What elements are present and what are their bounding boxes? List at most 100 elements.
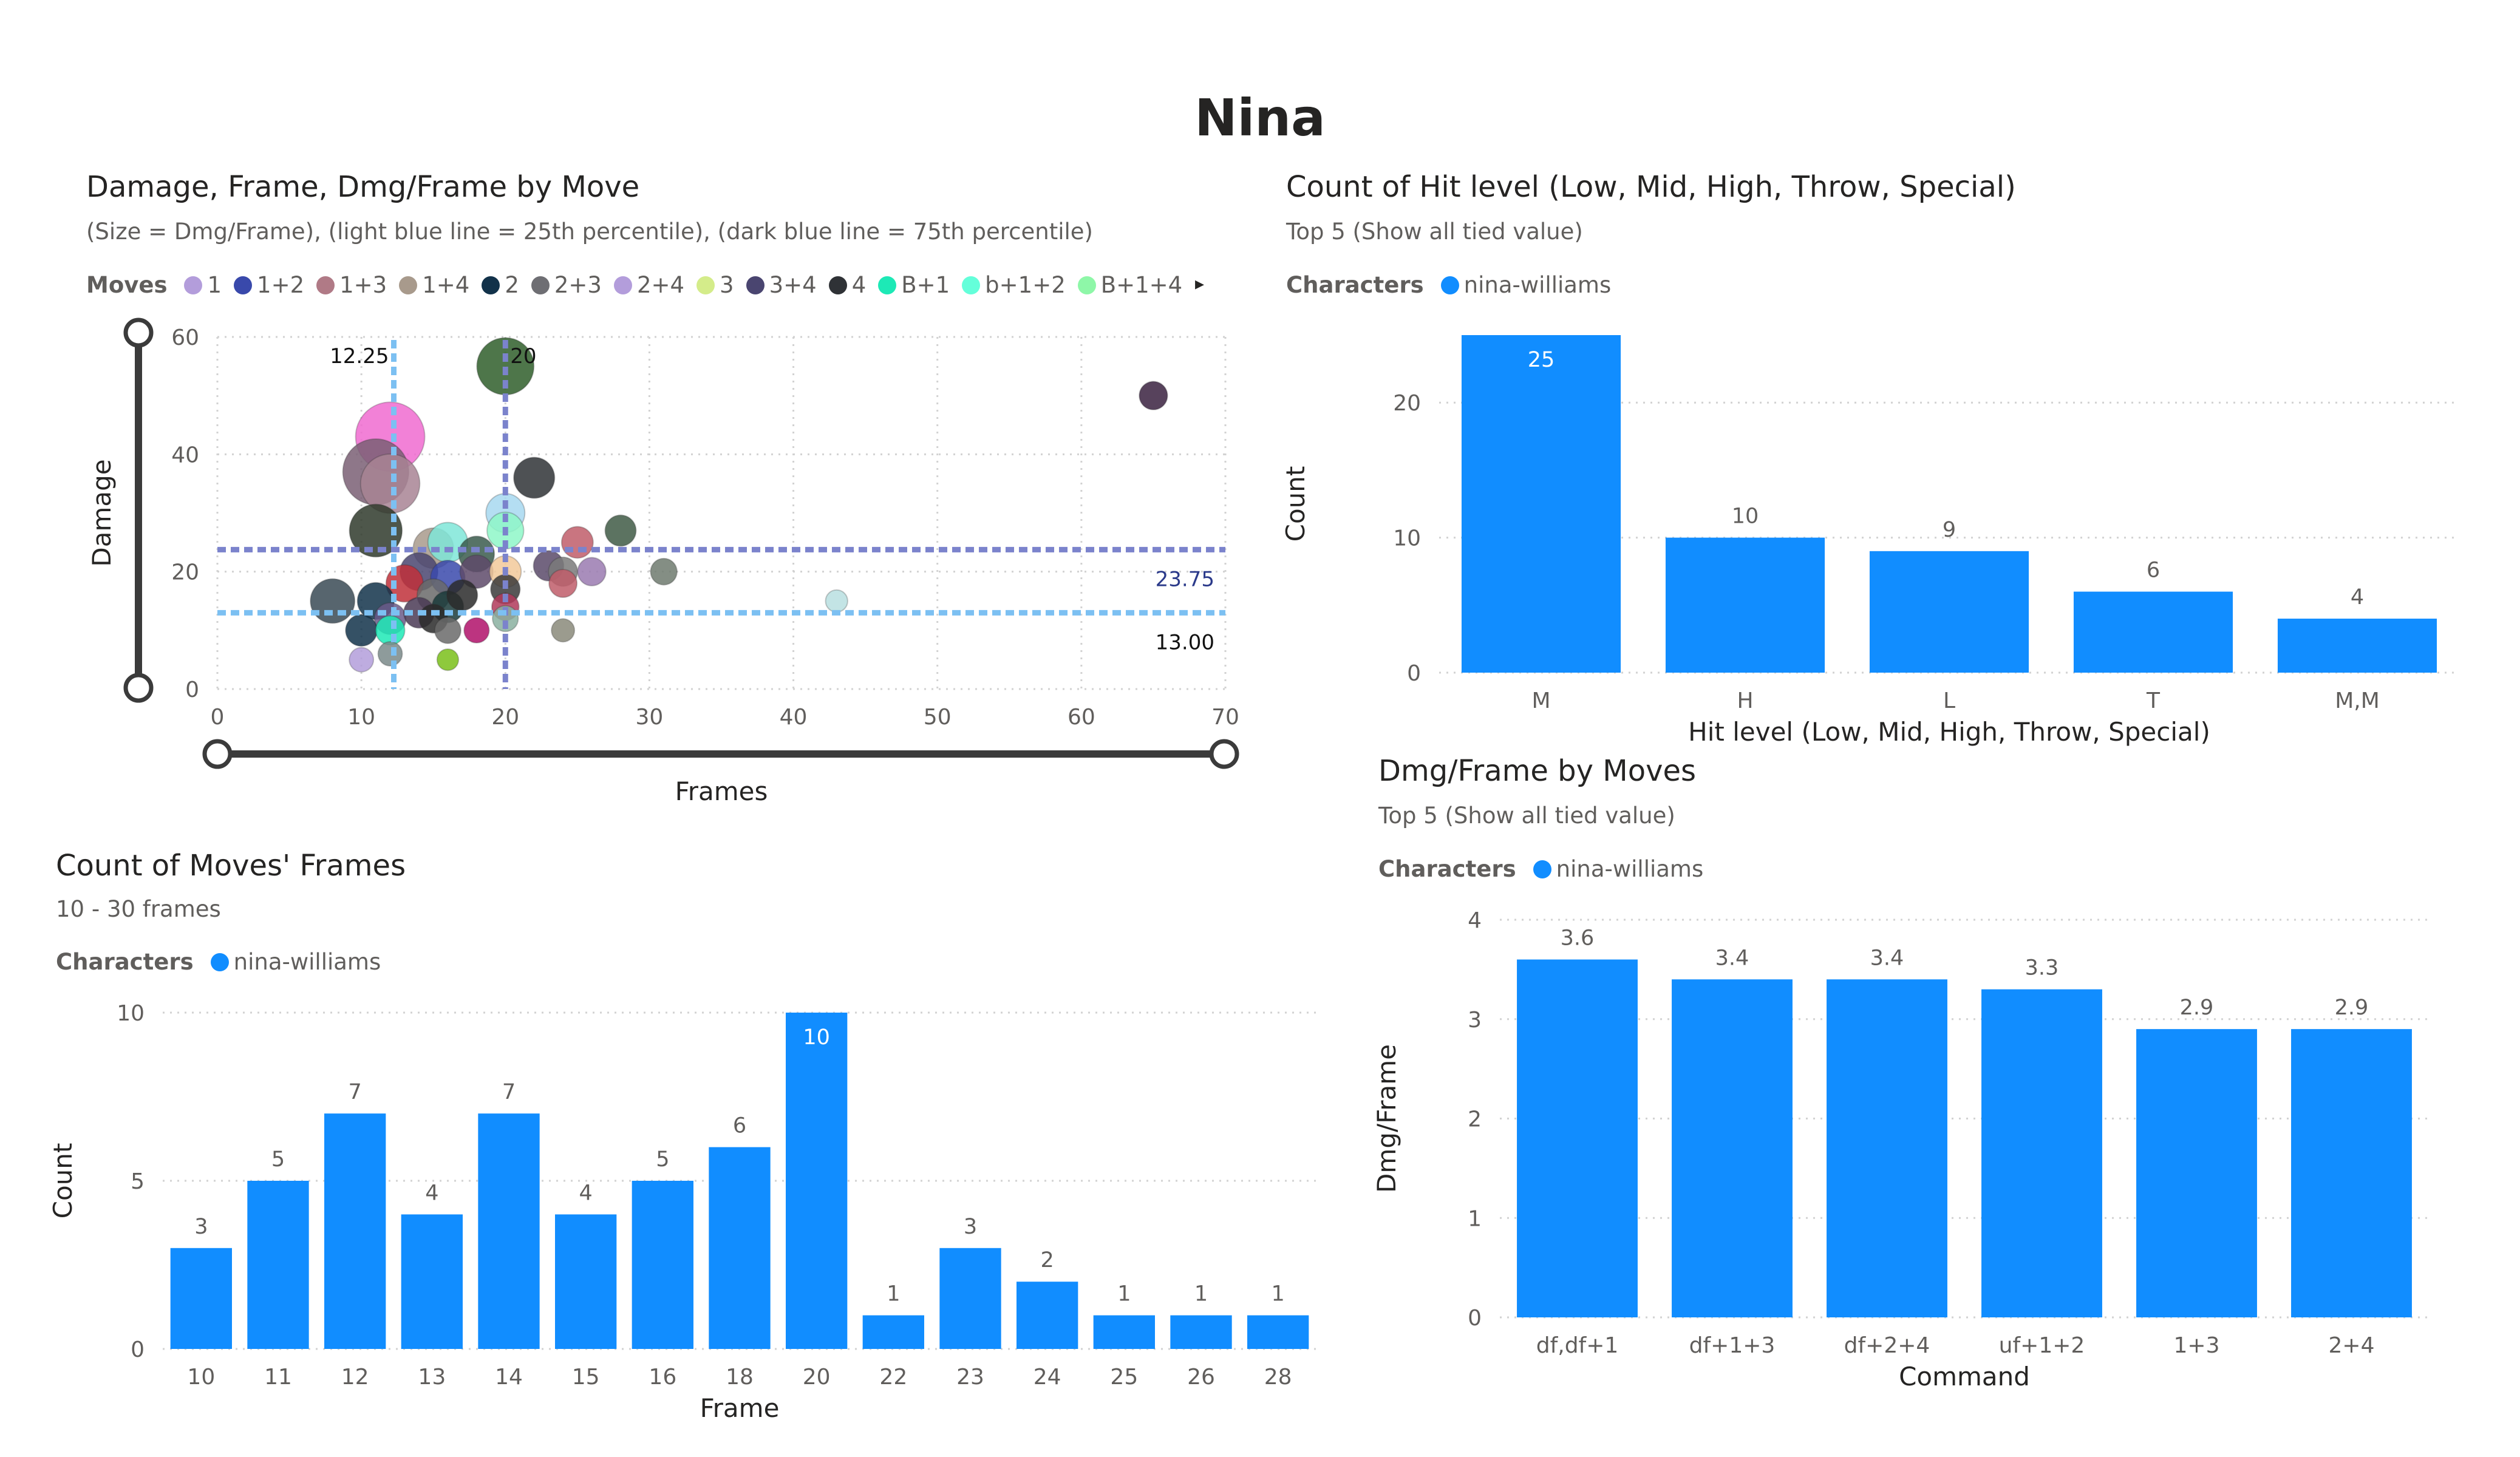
x-tick-label: 10	[347, 705, 375, 730]
scatter-legend-label: B+1	[901, 272, 950, 298]
x-tick-label: 1+3	[2174, 1333, 2220, 1358]
bar-data-label: 5	[656, 1147, 669, 1172]
bar	[401, 1214, 463, 1349]
scatter-legend-item[interactable]: 3+4	[746, 272, 817, 298]
x-tick-label: 13	[418, 1365, 446, 1390]
x-tick-label: 16	[649, 1365, 676, 1390]
bar-data-label: 6	[733, 1114, 746, 1138]
scatter-legend-label: 4	[851, 272, 867, 298]
bar	[2136, 1029, 2257, 1317]
y-tick-label: 0	[1407, 661, 1421, 686]
legend-dot-icon	[316, 276, 335, 294]
y-tick-label: 20	[1393, 391, 1421, 416]
scatter-legend-label: 3	[720, 272, 734, 298]
y-axis-title: Dmg/Frame	[1372, 1044, 1401, 1193]
bar-data-label: 1	[1272, 1282, 1285, 1306]
bar	[1827, 979, 1947, 1317]
x-tick-label: 60	[1068, 705, 1095, 730]
moves-frames-legend-label: nina-williams	[233, 949, 381, 975]
dmg-frame-legend-label: nina-williams	[1556, 856, 1704, 882]
x-tick-label: df,df+1	[1536, 1333, 1619, 1358]
x-tick-label: 23	[956, 1365, 984, 1390]
y-reference-label: 13.00	[1156, 630, 1214, 654]
x-tick-label: L	[1943, 688, 1955, 713]
bar-data-label: 25	[1528, 348, 1555, 372]
y-tick-label: 60	[171, 325, 199, 350]
x-tick-label: 12	[341, 1365, 369, 1390]
x-tick-label: 14	[495, 1365, 523, 1390]
scatter-point	[436, 648, 460, 671]
y-zoom-slider-handle-top	[123, 318, 154, 348]
x-tick-label: 15	[572, 1365, 600, 1390]
bar	[170, 1248, 232, 1349]
x-axis-title: Hit level (Low, Mid, High, Throw, Specia…	[1688, 717, 2210, 747]
x-tick-label: 18	[726, 1365, 754, 1390]
scatter-point	[434, 616, 461, 644]
moves-frames-legend: Characters nina-williams	[56, 949, 393, 975]
legend-next-arrow-icon[interactable]: ▸	[1195, 273, 1205, 294]
scatter-point	[604, 514, 637, 547]
y-tick-label: 40	[171, 443, 199, 467]
scatter-legend-item[interactable]: B+1	[878, 272, 950, 298]
bar	[709, 1147, 771, 1349]
scatter-legend-item[interactable]: 1+3	[316, 272, 387, 298]
x-tick-label: M,M	[2335, 688, 2380, 713]
scatter-legend-item[interactable]: 1+4	[399, 272, 469, 298]
y-tick-label: 20	[171, 560, 199, 585]
x-tick-label: 50	[924, 705, 952, 730]
legend-dot-icon	[482, 276, 500, 294]
legend-dot-icon	[399, 276, 418, 294]
scatter-legend-title: Moves	[86, 272, 168, 298]
bar	[1981, 989, 2102, 1317]
x-tick-label: 25	[1110, 1365, 1138, 1390]
legend-dot-icon	[531, 276, 550, 294]
y-reference-label: 23.75	[1156, 567, 1214, 591]
bar-data-label: 4	[2351, 585, 2364, 610]
scatter-legend-item[interactable]: 1	[184, 272, 222, 298]
hit-level-subtitle: Top 5 (Show all tied value)	[1286, 219, 1583, 245]
scatter-legend-label: 1	[207, 272, 222, 298]
y-tick-label: 3	[1468, 1008, 1482, 1033]
dmg-frame-legend: Characters nina-williams	[1378, 856, 1715, 882]
x-tick-label: 28	[1264, 1365, 1292, 1390]
legend-dot-icon	[696, 276, 715, 294]
bar	[1017, 1282, 1078, 1349]
y-axis-title: Count	[48, 1143, 78, 1219]
scatter-legend-item[interactable]: 2+3	[531, 272, 602, 298]
scatter-legend-item[interactable]: 2+4	[613, 272, 685, 298]
dmg-frame-title: Dmg/Frame by Moves	[1378, 754, 1697, 788]
scatter-title: Damage, Frame, Dmg/Frame by Move	[86, 170, 640, 204]
scatter-legend-item[interactable]: 1+2	[234, 272, 304, 298]
x-tick-label: T	[2146, 688, 2161, 713]
x-zoom-slider-handle-left	[202, 739, 233, 769]
x-tick-label: 24	[1034, 1365, 1061, 1390]
scatter-subtitle: (Size = Dmg/Frame), (light blue line = 2…	[86, 219, 1093, 245]
scatter-legend-label: B+1+4	[1100, 272, 1183, 298]
x-tick-label: M	[1531, 688, 1550, 713]
bar	[1247, 1315, 1309, 1349]
legend-dot-icon	[878, 276, 897, 294]
bar-data-label: 3	[194, 1215, 208, 1239]
x-tick-label: 30	[636, 705, 664, 730]
moves-frames-legend-title: Characters	[56, 949, 194, 975]
hit-level-legend: Characters nina-williams	[1286, 272, 1623, 298]
bar-data-label: 4	[425, 1181, 438, 1205]
scatter-legend-item[interactable]: 4	[828, 272, 867, 298]
scatter-point	[349, 503, 403, 558]
scatter-point	[463, 617, 490, 644]
x-tick-label: 26	[1187, 1365, 1215, 1390]
bar	[2073, 591, 2233, 673]
scatter-legend-item[interactable]: 2	[482, 272, 519, 298]
scatter-legend-item[interactable]: b+1+2	[962, 272, 1066, 298]
scatter-legend-item[interactable]: 3	[696, 272, 734, 298]
y-tick-label: 1	[1468, 1206, 1482, 1231]
legend-dot-icon	[1440, 276, 1459, 294]
bar	[2291, 1029, 2412, 1317]
scatter-legend-item[interactable]: B+1+4	[1077, 272, 1183, 298]
scatter-legend-label: 2+4	[636, 272, 685, 298]
x-tick-label: 11	[264, 1365, 292, 1390]
bar-data-label: 1	[1194, 1282, 1208, 1306]
hit-level-chart: 0 10 20 25 M 10 H 9 L 6 T 4 M,M Hit level (Low, Mid, …	[1281, 335, 2459, 747]
